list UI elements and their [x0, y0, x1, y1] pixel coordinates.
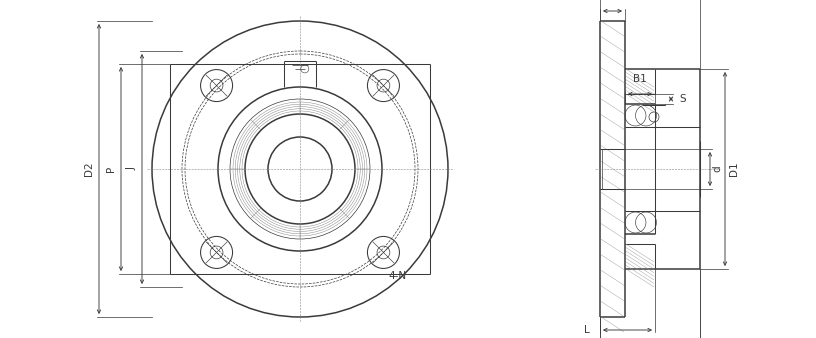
Text: S: S [679, 94, 685, 104]
Text: d: d [712, 166, 722, 172]
Text: 4-N: 4-N [388, 270, 407, 281]
Text: J: J [127, 168, 137, 170]
Text: P: P [106, 166, 116, 172]
Text: D2: D2 [84, 162, 94, 176]
Text: A2: A2 [605, 0, 619, 1]
Text: L: L [584, 325, 590, 335]
Text: D1: D1 [729, 162, 739, 176]
Text: B1: B1 [633, 74, 647, 84]
